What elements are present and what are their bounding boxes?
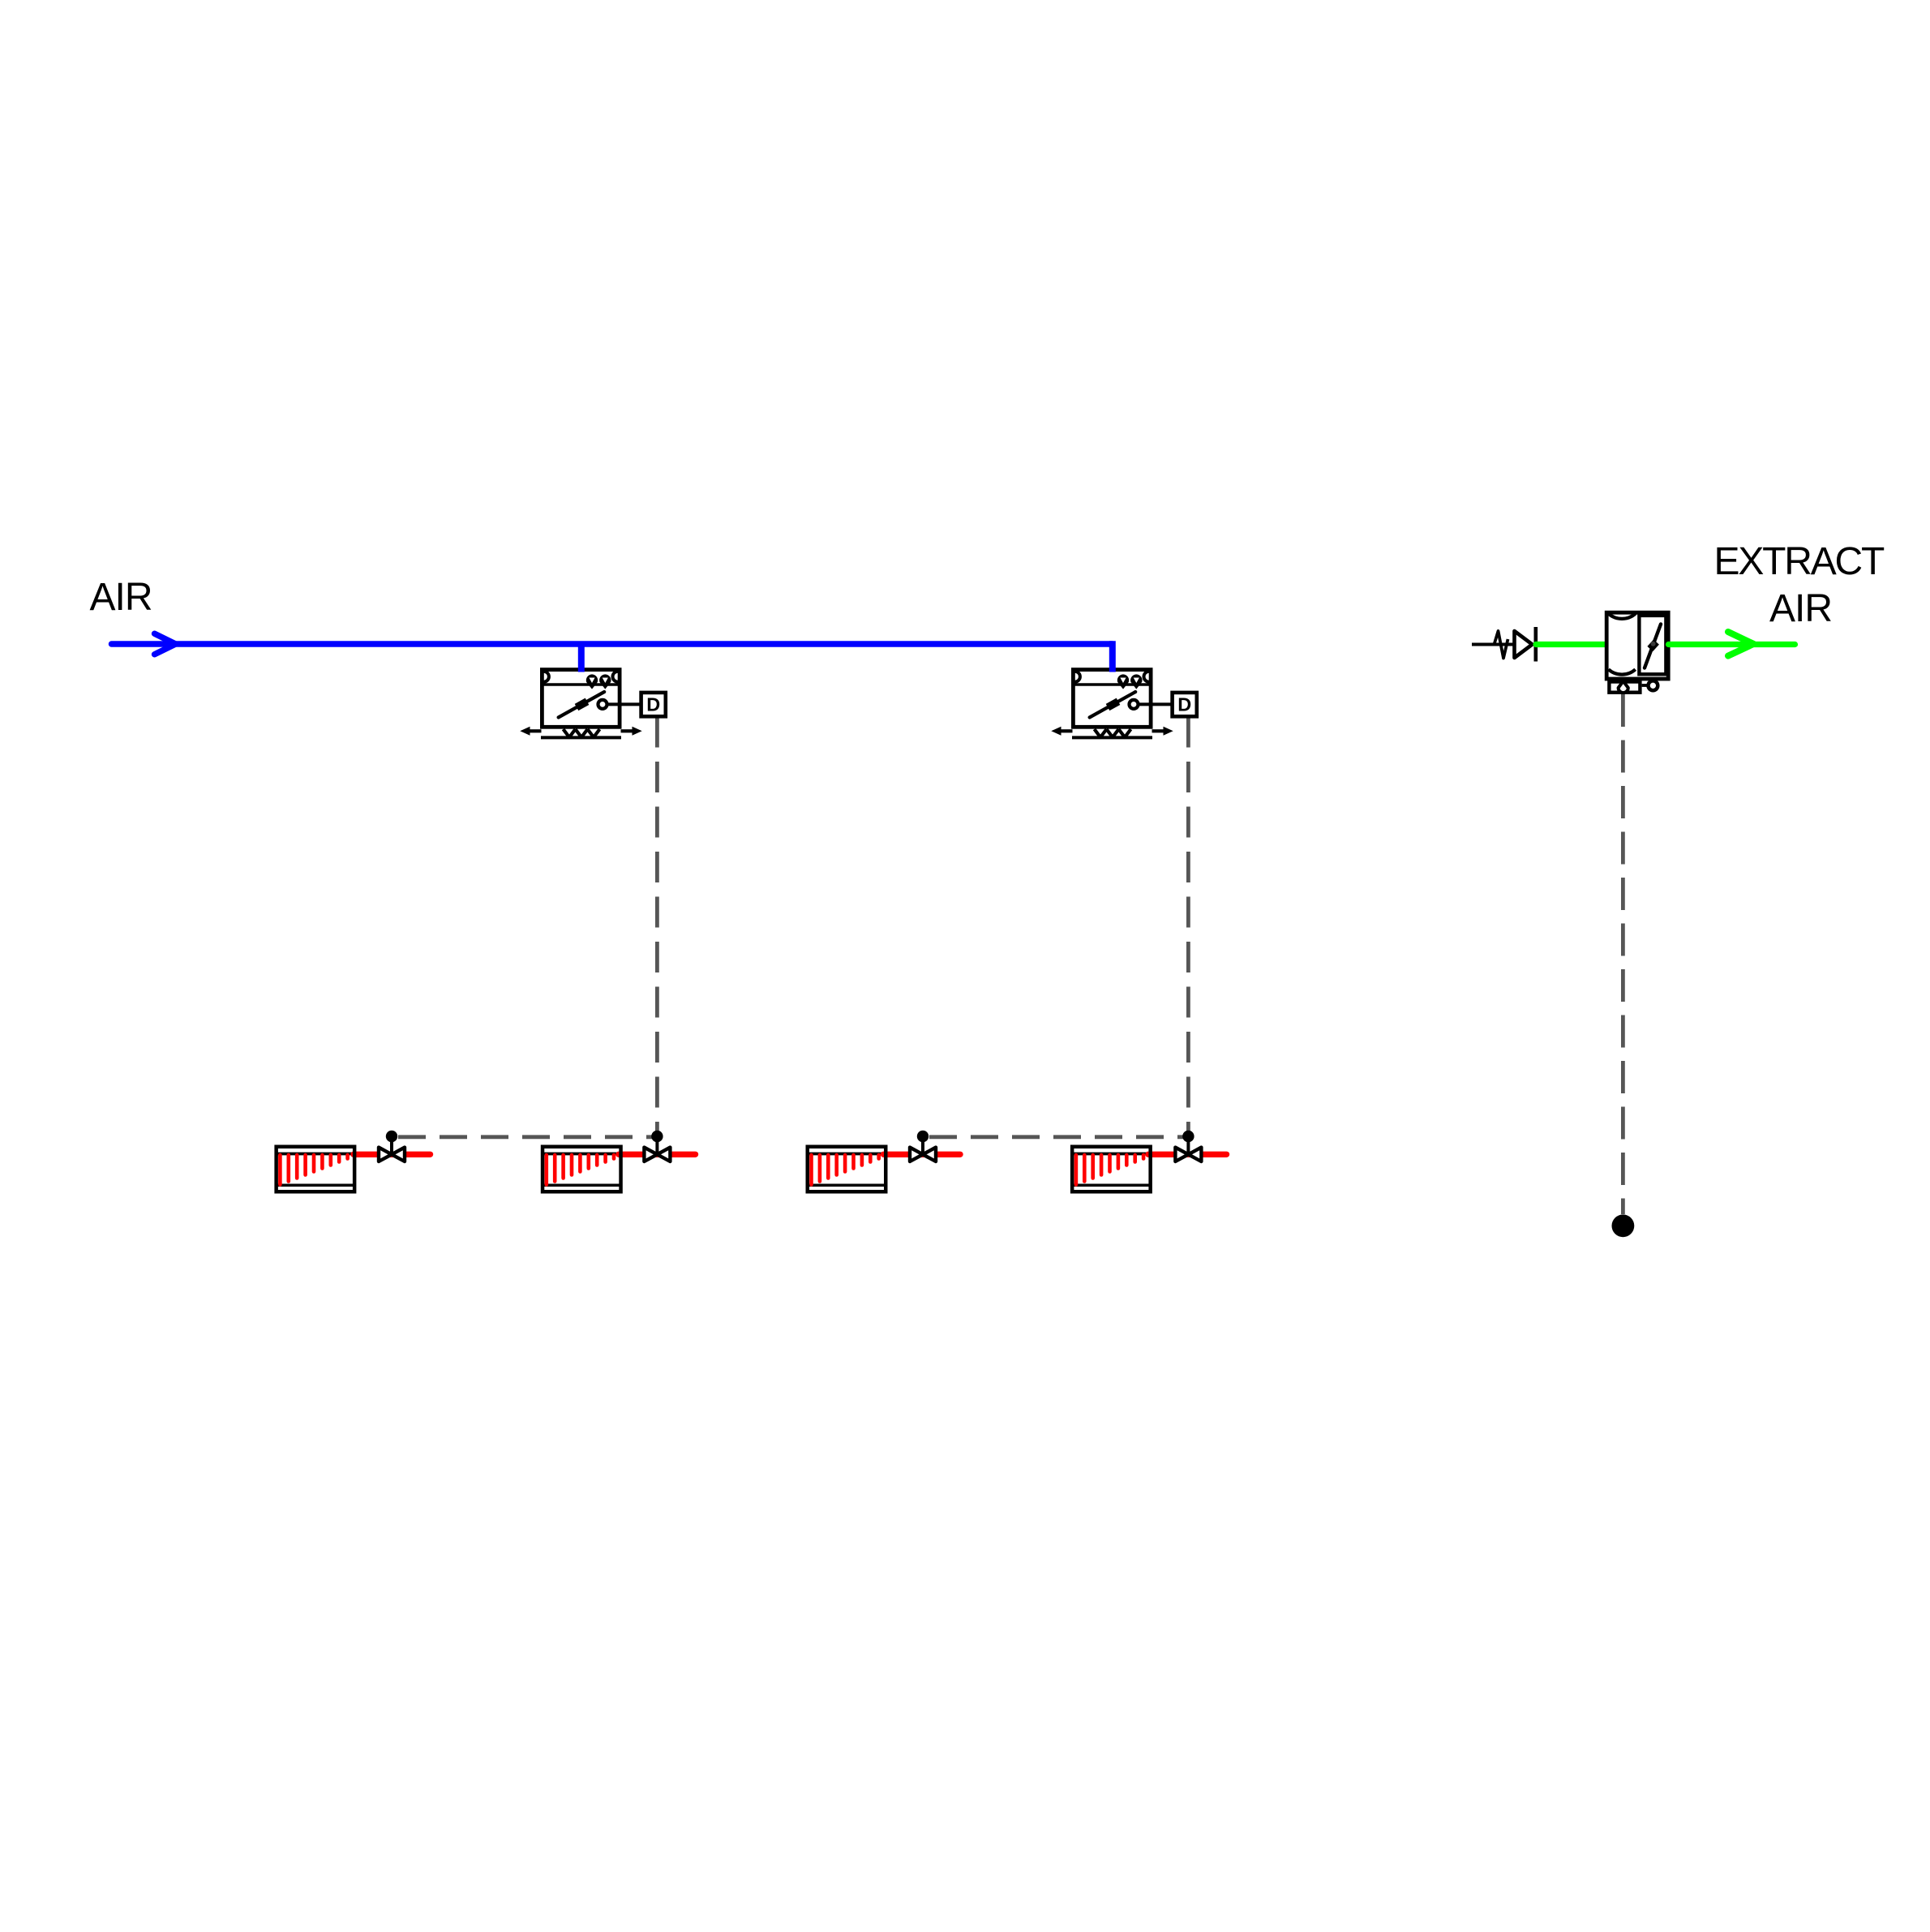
svg-text:AIR: AIR bbox=[1769, 587, 1832, 630]
svg-text:AIR: AIR bbox=[90, 576, 152, 619]
svg-text:EXTRACT: EXTRACT bbox=[1714, 540, 1885, 583]
